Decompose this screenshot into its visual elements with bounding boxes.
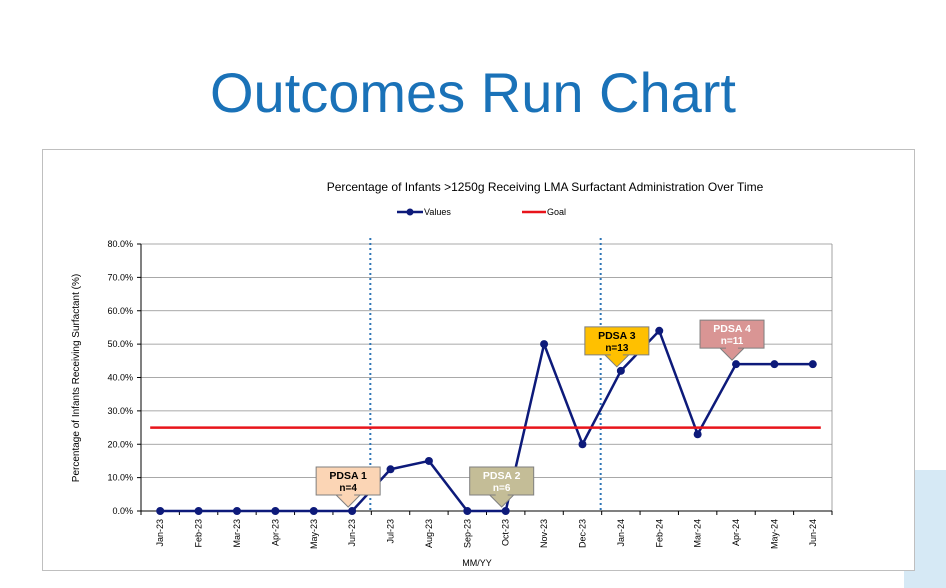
data-point [732,360,741,369]
pdsa-callout: PDSA 1n=4 [315,466,381,508]
data-point [156,507,165,515]
data-point [655,326,664,335]
y-tick-label: 70.0% [107,272,133,282]
pdsa-callout: PDSA 3n=13 [584,326,650,368]
phase-dividers [369,238,602,511]
pdsa-callout-title: PDSA 4 [713,323,751,335]
pdsa-callout-shape [315,466,381,508]
x-tick-label: Sep-23 [462,519,472,548]
x-tick-label: Oct-23 [501,519,511,546]
x-tick-label: Jan-24 [616,519,626,547]
y-tick-label: 40.0% [107,373,133,383]
pdsa-callout-title: PDSA 3 [598,330,636,342]
x-tick-label: Jan-23 [155,519,165,547]
pdsa-callout-shape [699,319,765,361]
data-point [194,507,203,515]
data-point [271,507,280,515]
data-point [386,465,395,474]
x-tick-label: Jun-23 [347,519,357,547]
data-point [309,507,318,515]
legend-values-marker [406,208,414,216]
y-tick-label: 50.0% [107,339,133,349]
data-point [693,430,702,439]
legend: Values Goal [397,207,566,217]
pdsa-callout-shape [584,326,650,368]
x-tick-label: Dec-23 [577,519,587,548]
values-line [160,329,813,513]
y-axis: 0.0% 10.0% 20.0% 30.0% 40.0% 50.0% 60.0% 70.0% 8… [107,239,142,516]
chart-frame: Percentage of Infants >1250g Receiving L… [42,149,915,571]
slide-title: Outcomes Run Chart [210,61,736,124]
x-tick-label: Jun-24 [808,519,818,547]
data-point [540,340,549,349]
pdsa-callout-shape [469,466,535,508]
pdsa-callout-count: n=11 [721,336,744,347]
data-point [232,507,241,515]
y-tick-label: 30.0% [107,406,133,416]
y-tick-label: 80.0% [107,239,133,249]
x-tick-label: Aug-23 [424,519,434,548]
pdsa-callout: PDSA 2n=6 [469,466,535,508]
x-tick-label: Nov-23 [539,519,549,548]
pdsa-callout-title: PDSA 1 [329,470,367,482]
y-axis-title: Percentage of Infants Receiving Surfacta… [71,274,82,482]
x-tick-label: May-23 [309,519,319,549]
x-tick-label: Feb-24 [654,519,664,548]
data-point [463,507,472,515]
x-tick-label: Jul-23 [386,519,396,544]
pdsa-callout-title: PDSA 2 [483,470,521,482]
x-tick-label: Apr-24 [731,519,741,546]
x-tick-label: Feb-23 [194,519,204,548]
pdsa-callout: PDSA 4n=11 [699,319,765,361]
pdsa-callout-count: n=13 [605,343,629,354]
legend-values-label: Values [424,207,451,217]
chart-title: Percentage of Infants >1250g Receiving L… [327,180,764,194]
legend-goal-label: Goal [547,207,566,217]
data-point [348,507,357,515]
data-point [808,360,817,369]
x-tick-label: May-24 [769,519,779,549]
data-point [424,456,433,465]
x-tick-label: Mar-24 [693,519,703,548]
data-point [578,440,587,449]
series-lines [150,326,821,515]
y-tick-label: 10.0% [107,473,133,483]
y-tick-label: 60.0% [107,306,133,316]
y-tick-label: 0.0% [112,506,133,516]
pdsa-callout-count: n=6 [493,483,511,494]
x-axis-title: MM/YY [462,558,492,568]
x-tick-label: Mar-23 [232,519,242,548]
y-tick-label: 20.0% [107,439,133,449]
pdsa-callout-count: n=4 [339,483,357,494]
data-point [501,507,510,515]
data-point [616,366,625,375]
x-tick-label: Apr-23 [270,519,280,546]
data-point [770,360,779,369]
annotations: PDSA 1n=4 PDSA 2n=6 PDSA 3n=13 PDSA 4n=11 [315,319,765,508]
x-axis: Jan-23 Feb-23 Mar-23 Apr-23 May-23 Jun-23 Jul-… [140,510,833,549]
run-chart: Percentage of Infants >1250g Receiving L… [71,180,833,568]
